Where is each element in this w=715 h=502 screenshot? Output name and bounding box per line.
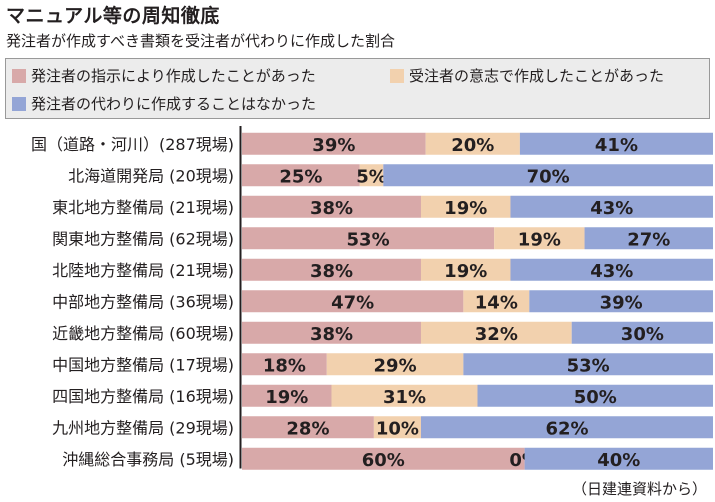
data-label-instructed: 18%: [263, 355, 306, 376]
bar-segment-never: [524, 447, 713, 470]
legend-label-never: 発注者の代わりに作成することはなかった: [31, 95, 317, 113]
bar-segment-contractor-will: [463, 290, 530, 313]
bar-segment-instructed: [242, 384, 332, 407]
chart-title: マニュアル等の周知徹底: [6, 5, 220, 27]
bar-segment-never: [477, 384, 713, 407]
bar-segment-contractor-will: [373, 416, 421, 439]
data-label-never: 62%: [545, 418, 588, 439]
bar-segment-never: [510, 195, 713, 218]
data-label-instructed: 25%: [279, 166, 322, 187]
data-label-instructed: 60%: [362, 450, 405, 471]
bar-segment-contractor-will: [359, 164, 384, 187]
bar-segment-contractor-will: [326, 353, 464, 376]
category-label: 関東地方整備局 (62現場): [52, 229, 234, 248]
category-label: 沖縄総合事務局 (5現場): [62, 450, 234, 469]
data-label-never: 30%: [621, 324, 664, 345]
data-label-instructed: 38%: [310, 261, 353, 282]
data-label-never: 43%: [590, 261, 633, 282]
source-note: （日建連資料から）: [571, 480, 707, 498]
bar-segment-instructed: [242, 227, 495, 250]
data-label-contractor-will: 19%: [444, 261, 487, 282]
data-label-contractor-will: 19%: [444, 198, 487, 219]
data-label-never: 50%: [574, 387, 617, 408]
data-label-instructed: 53%: [347, 229, 390, 250]
bar-segment-never: [519, 132, 713, 155]
bar-segment-instructed: [242, 164, 360, 187]
bar-segment-contractor-will: [331, 384, 478, 407]
bar-segment-instructed: [242, 447, 525, 470]
bar-segment-never: [529, 290, 713, 313]
data-label-instructed: 39%: [312, 135, 355, 156]
data-label-contractor-will: 5%: [356, 166, 387, 187]
legend-item-contractor-will: 受注者の意志で作成したことがあった: [390, 65, 664, 86]
legend-label-contractor-will: 受注者の意志で作成したことがあった: [409, 67, 665, 85]
bar-segment-never: [383, 164, 713, 187]
data-label-instructed: 38%: [310, 198, 353, 219]
bar-segment-contractor-will: [420, 195, 511, 218]
data-label-instructed: 38%: [310, 324, 353, 345]
bar-segment-never: [463, 353, 713, 376]
category-label: 近畿地方整備局 (60現場): [52, 324, 234, 343]
category-label: 北海道開発局 (20現場): [68, 166, 234, 185]
category-label: 東北地方整備局 (21現場): [52, 198, 234, 217]
bar-segment-instructed: [242, 321, 421, 344]
bar-segment-never: [584, 227, 713, 250]
chart-subtitle: 発注者が作成すべき書類を受注者が代わりに作成した割合: [6, 32, 395, 50]
data-label-contractor-will: 31%: [383, 387, 426, 408]
category-label: 中国地方整備局 (17現場): [52, 355, 234, 374]
data-label-contractor-will: 19%: [518, 229, 561, 250]
category-label: 国（道路・河川）(287現場): [31, 135, 234, 154]
legend-item-instructed: 発注者の指示により作成したことがあった: [12, 65, 316, 86]
data-label-instructed: 19%: [265, 387, 308, 408]
bar-segment-never: [420, 416, 713, 439]
category-label: 四国地方整備局 (16現場): [52, 387, 234, 406]
data-label-contractor-will: 29%: [374, 355, 417, 376]
bar-segment-instructed: [242, 290, 464, 313]
legend-label-instructed: 発注者の指示により作成したことがあった: [31, 67, 316, 85]
data-label-never: 40%: [597, 450, 640, 471]
legend: 発注者の指示により作成したことがあった 受注者の意志で作成したことがあった 発注…: [5, 58, 710, 119]
bar-segment-instructed: [242, 416, 374, 439]
data-label-instructed: 47%: [331, 292, 374, 313]
bar-segment-contractor-will: [494, 227, 585, 250]
bar-segment-contractor-will: [420, 258, 511, 281]
bar-segment-instructed: [242, 353, 327, 376]
legend-swatch-never: [12, 97, 26, 111]
bar-segment-contractor-will: [420, 321, 572, 344]
data-label-never: 41%: [595, 135, 638, 156]
data-label-contractor-will: 20%: [451, 135, 494, 156]
data-label-never: 27%: [627, 229, 670, 250]
legend-item-never: 発注者の代わりに作成することはなかった: [12, 93, 316, 114]
data-label-never: 39%: [600, 292, 643, 313]
bar-segment-instructed: [242, 258, 421, 281]
bar-segment-instructed: [242, 132, 426, 155]
data-label-never: 70%: [527, 166, 570, 187]
legend-swatch-instructed: [12, 69, 26, 83]
category-label: 中部地方整備局 (36現場): [52, 292, 234, 311]
data-label-contractor-will: 14%: [475, 292, 518, 313]
data-label-instructed: 28%: [286, 418, 329, 439]
legend-swatch-contractor-will: [390, 69, 404, 83]
bar-segment-never: [571, 321, 713, 344]
data-label-contractor-will: 32%: [475, 324, 518, 345]
category-label: 北陸地方整備局 (21現場): [52, 261, 234, 280]
data-label-never: 53%: [567, 355, 610, 376]
data-label-contractor-will: 10%: [376, 418, 419, 439]
category-label: 九州地方整備局 (29現場): [52, 418, 234, 437]
bar-segment-contractor-will: [425, 132, 520, 155]
bar-segment-never: [510, 258, 713, 281]
bar-segment-instructed: [242, 195, 421, 218]
data-label-never: 43%: [590, 198, 633, 219]
